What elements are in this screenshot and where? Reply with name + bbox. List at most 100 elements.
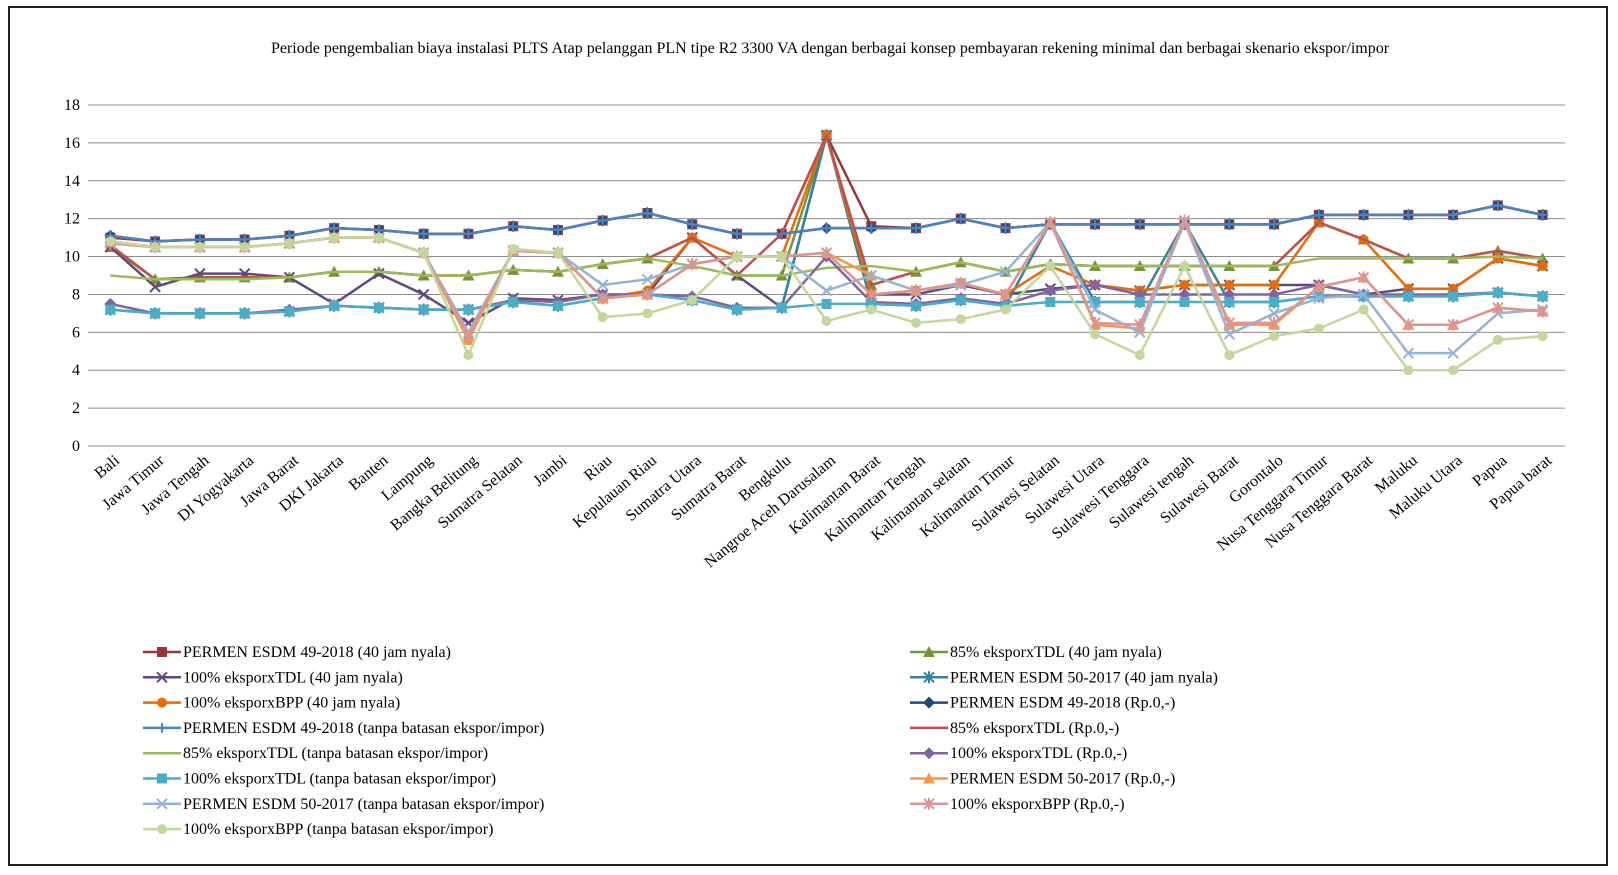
legend-label: 85% eksporxTDL (Rp.0,-) [950, 720, 1119, 737]
marker [923, 747, 935, 760]
marker [911, 300, 922, 311]
marker [641, 273, 654, 285]
legend-label: 100% eksporxTDL (40 jam nyala) [183, 669, 403, 686]
marker [1044, 284, 1057, 297]
marker [955, 295, 966, 306]
marker [865, 269, 877, 282]
marker [820, 246, 833, 259]
y-tick-label: 4 [72, 362, 80, 379]
marker [1448, 365, 1459, 376]
marker [1268, 316, 1280, 329]
marker [1224, 279, 1235, 290]
series [105, 130, 1548, 345]
marker [597, 279, 609, 291]
marker [642, 308, 653, 319]
y-tick-label: 6 [72, 324, 80, 341]
marker [1045, 261, 1056, 272]
legend-label: PERMEN ESDM 50-2017 (40 jam nyala) [950, 669, 1218, 686]
marker [194, 308, 205, 319]
marker [923, 772, 935, 784]
marker [1269, 331, 1280, 342]
marker [1000, 223, 1011, 234]
marker [552, 300, 563, 311]
series [105, 232, 1548, 376]
marker [642, 207, 653, 218]
y-tick-label: 0 [72, 438, 80, 455]
marker [1492, 253, 1503, 264]
legend-label: PERMEN ESDM 50-2017 (Rp.0,-) [950, 771, 1175, 788]
legend-label: 100% eksporxBPP (Rp.0,-) [950, 796, 1125, 813]
legend-entry: 100% eksporxTDL (Rp.0,-) [910, 745, 1127, 762]
legend-entry: PERMEN ESDM 50-2017 (40 jam nyala) [910, 669, 1218, 686]
marker [865, 288, 877, 301]
marker [239, 242, 250, 253]
marker [418, 247, 429, 258]
marker [156, 798, 168, 810]
marker [194, 242, 205, 253]
legend-entry: PERMEN ESDM 49-2018 (40 jam nyala) [143, 644, 451, 661]
marker [731, 304, 742, 315]
marker [150, 308, 161, 319]
marker [418, 228, 429, 239]
marker [373, 267, 385, 280]
marker [955, 277, 967, 290]
legend-label: 100% eksporxBPP (tanpa batasan ekspor/im… [183, 821, 493, 838]
marker [1179, 279, 1190, 290]
marker [1179, 261, 1190, 272]
marker [1044, 216, 1056, 229]
marker [1536, 305, 1549, 318]
marker [641, 288, 654, 301]
marker [1313, 280, 1325, 293]
marker [1313, 209, 1324, 220]
marker [1269, 297, 1280, 308]
marker [1089, 316, 1101, 329]
marker [157, 647, 167, 657]
marker [821, 223, 832, 234]
marker [923, 696, 935, 709]
marker [1090, 219, 1101, 230]
legend-entry: 100% eksporxTDL (40 jam nyala) [143, 669, 403, 686]
marker [157, 697, 167, 708]
legend-entry: 100% eksporxTDL (tanpa batasan ekspor/im… [143, 771, 496, 788]
marker [1313, 323, 1324, 334]
marker [597, 312, 608, 323]
legend-label: 85% eksporxTDL (40 jam nyala) [950, 644, 1162, 661]
legend-label: 100% eksporxBPP (40 jam nyala) [183, 695, 400, 712]
series-line [110, 255, 1543, 281]
marker [1448, 291, 1459, 302]
marker [597, 292, 609, 305]
legend-entry: 100% eksporxBPP (tanpa batasan ekspor/im… [143, 821, 493, 838]
marker [1448, 209, 1459, 220]
legend-label: PERMEN ESDM 49-2018 (tanpa batasan ekspo… [183, 720, 544, 737]
marker [508, 297, 519, 308]
marker [776, 302, 787, 313]
legend-label: PERMEN ESDM 49-2018 (Rp.0,-) [950, 695, 1175, 712]
series [105, 287, 1548, 319]
marker [821, 315, 832, 326]
marker [373, 302, 384, 313]
marker [105, 236, 116, 247]
legend-entry: PERMEN ESDM 50-2017 (Rp.0,-) [910, 771, 1175, 788]
marker [1402, 318, 1415, 331]
marker [1223, 316, 1236, 329]
x-tick-label: Sulawesi Barat [1157, 452, 1242, 527]
marker [1492, 200, 1503, 211]
marker [731, 228, 742, 239]
legend-entry: PERMEN ESDM 49-2018 (Rp.0,-) [910, 695, 1175, 712]
marker [1090, 297, 1101, 308]
marker [923, 646, 935, 657]
marker [820, 284, 833, 297]
legend-entry: PERMEN ESDM 49-2018 (tanpa batasan ekspo… [143, 720, 544, 737]
marker [1357, 288, 1370, 301]
marker [776, 251, 787, 262]
marker [923, 797, 935, 810]
x-tick-label: Bali [92, 452, 124, 483]
marker [284, 306, 295, 317]
marker [911, 317, 922, 328]
marker [1134, 318, 1146, 331]
marker [1537, 331, 1548, 342]
marker [866, 223, 877, 234]
marker [687, 295, 698, 306]
legend-label: 100% eksporxTDL (tanpa batasan ekspor/im… [183, 771, 496, 788]
